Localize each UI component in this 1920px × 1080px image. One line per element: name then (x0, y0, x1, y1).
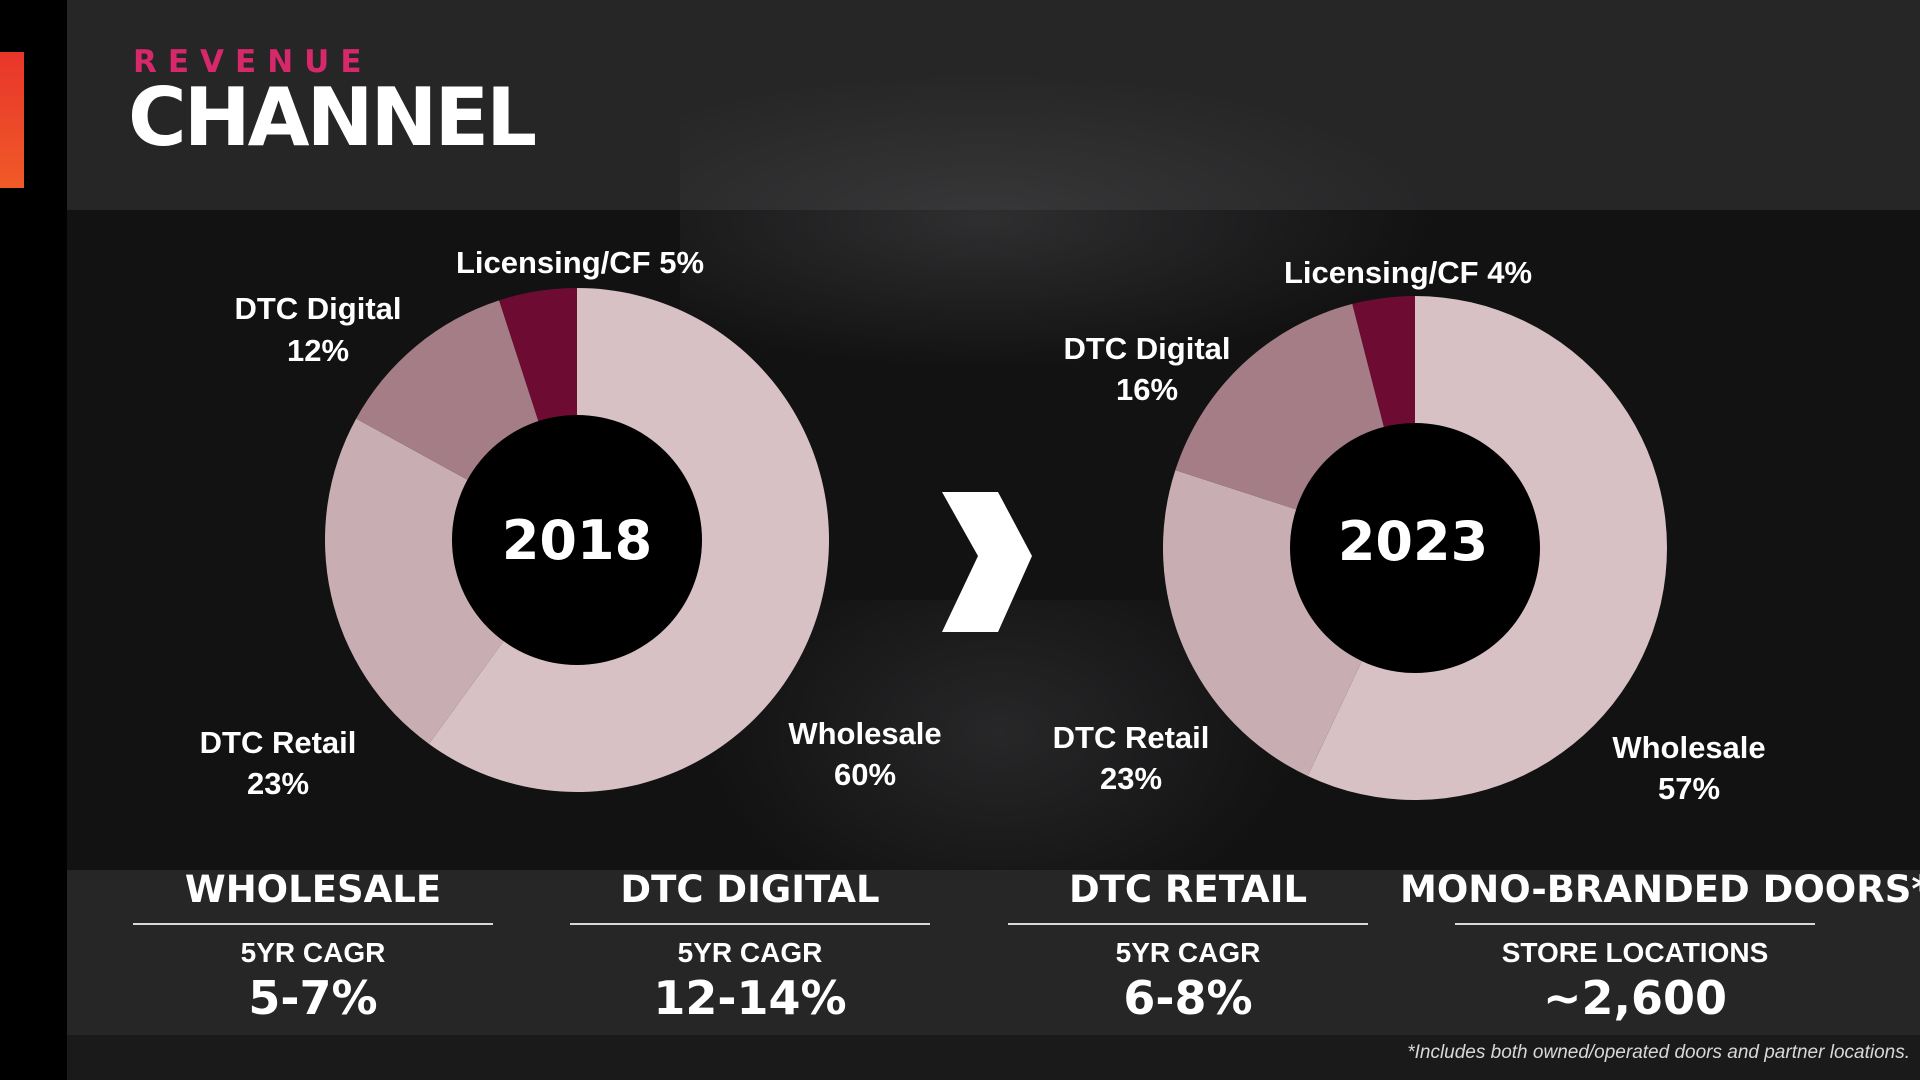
metric-mono-branded-doors: MONO-BRANDED DOORS* STORE LOCATIONS ~2,6… (1400, 868, 1920, 1025)
metric-subtitle: 5YR CAGR (240, 937, 386, 968)
donut-chart-2023: 2023 Licensing/CF 4% DTC Digital 16% DTC… (1053, 255, 1766, 806)
donut-chart-2018: 2018 Licensing/CF 5% DTC Digital 12% DTC… (200, 245, 942, 801)
center-label-2018: 2018 (502, 509, 652, 572)
center-label-2023: 2023 (1338, 510, 1488, 573)
metric-title: MONO-BRANDED DOORS* (1400, 868, 1920, 911)
slice-value-wholesale-2023: 57% (1658, 771, 1720, 806)
slice-name-retail-2018: DTC Retail (200, 725, 357, 760)
metric-subtitle: 5YR CAGR (677, 937, 823, 968)
donut-slice-dtc-retail (325, 418, 577, 744)
accent-bar (0, 52, 24, 188)
metric-dtc-retail: DTC RETAIL 5YR CAGR 6-8% (1008, 868, 1368, 1025)
slice-value-digital-2023: 16% (1116, 372, 1178, 407)
metrics-band (67, 870, 1920, 1035)
page-title: CHANNEL (128, 71, 537, 164)
metric-value: 6-8% (1123, 971, 1253, 1025)
metric-title: WHOLESALE (184, 868, 442, 911)
footer-band (67, 1035, 1920, 1080)
section-eyebrow: REVENUE (133, 44, 373, 80)
slice-name-retail-2023: DTC Retail (1053, 720, 1210, 755)
metric-value: 5-7% (248, 971, 378, 1025)
metric-divider (570, 923, 930, 925)
metric-divider (133, 923, 493, 925)
metric-subtitle: STORE LOCATIONS (1501, 937, 1769, 968)
metric-title: DTC DIGITAL (620, 868, 880, 911)
slice-label-licensing-2023: Licensing/CF 4% (1284, 255, 1532, 290)
slice-name-digital-2018: DTC Digital (234, 291, 401, 326)
metric-divider (1008, 923, 1368, 925)
metric-wholesale: WHOLESALE 5YR CAGR 5-7% (133, 868, 493, 1025)
metric-subtitle: 5YR CAGR (1115, 937, 1261, 968)
metric-dtc-digital: DTC DIGITAL 5YR CAGR 12-14% (570, 868, 930, 1025)
metric-value: 12-14% (653, 971, 847, 1025)
chevron-right-icon (942, 492, 1032, 632)
slice-value-retail-2023: 23% (1100, 761, 1162, 796)
slice-value-retail-2018: 23% (247, 766, 309, 801)
slice-value-digital-2018: 12% (287, 333, 349, 368)
metric-value: ~2,600 (1542, 971, 1728, 1025)
slice-value-wholesale-2018: 60% (834, 757, 896, 792)
metric-divider (1455, 923, 1815, 925)
slice-name-digital-2023: DTC Digital (1063, 331, 1230, 366)
metric-title: DTC RETAIL (1068, 868, 1308, 911)
slice-label-licensing-2018: Licensing/CF 5% (456, 245, 704, 280)
slice-name-wholesale-2018: Wholesale (788, 716, 941, 751)
footnote: *Includes both owned/operated doors and … (1407, 1042, 1910, 1063)
donut-hole-2023 (1290, 423, 1540, 673)
slice-name-wholesale-2023: Wholesale (1612, 730, 1765, 765)
donut-hole-2018 (452, 415, 702, 665)
